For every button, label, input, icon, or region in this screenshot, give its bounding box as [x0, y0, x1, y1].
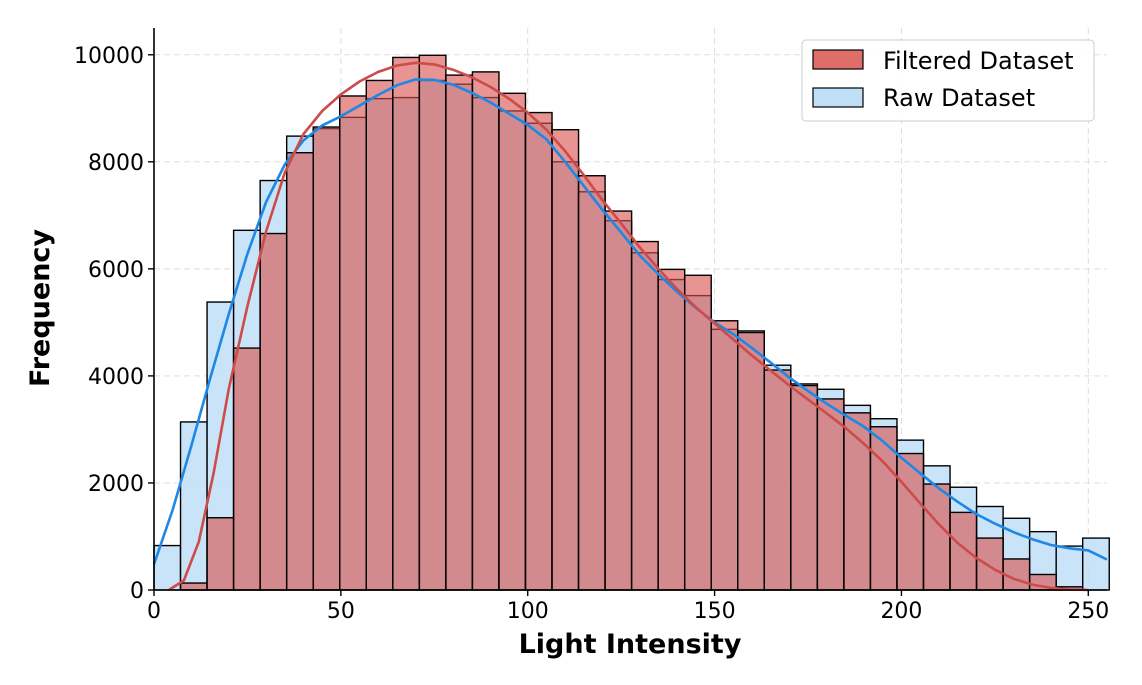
filtered-bar — [922, 483, 951, 591]
filtered-bar — [392, 56, 421, 591]
legend-swatch-filtered — [812, 49, 864, 70]
raw-bar — [1055, 545, 1084, 591]
filtered-bar — [524, 111, 553, 591]
raw-bar — [179, 421, 208, 591]
filtered-bar — [683, 274, 712, 591]
filtered-bar — [418, 54, 447, 591]
y-tick-label: 0 — [130, 579, 144, 604]
legend: Filtered Dataset Raw Dataset — [801, 39, 1095, 122]
filtered-bar — [259, 232, 288, 591]
x-tick-label: 250 — [1067, 599, 1109, 624]
filtered-kde-line — [168, 61, 1089, 592]
filtered-bar — [630, 240, 659, 591]
x-tick-label: 0 — [147, 599, 161, 624]
filtered-bar — [498, 92, 527, 591]
filtered-bar — [285, 152, 314, 591]
y-tick-label: 2000 — [88, 472, 144, 497]
x-tick-label: 200 — [880, 599, 922, 624]
x-tick-label: 150 — [694, 599, 736, 624]
y-tick-label: 6000 — [88, 258, 144, 283]
y-tick-label: 4000 — [88, 365, 144, 390]
filtered-bar — [365, 79, 394, 591]
filtered-bar — [445, 74, 474, 591]
y-tick-label: 10000 — [74, 44, 144, 69]
tick-labels: 0 50 100 150 200 250 0 2000 4000 6000 8000 10000 — [74, 44, 1109, 624]
filtered-bar — [551, 128, 580, 591]
filtered-bar — [232, 347, 261, 591]
raw-kde-line — [152, 78, 1108, 565]
filtered-bar — [339, 95, 367, 591]
y-axis-label: Frequency — [25, 229, 56, 387]
x-tick-label: 100 — [507, 599, 549, 624]
filtered-bar — [604, 210, 633, 591]
legend-swatch-raw — [812, 87, 864, 108]
kde-curves — [152, 61, 1108, 592]
filtered-bar — [949, 511, 978, 591]
filtered-bar — [790, 384, 819, 591]
filtered-bar — [312, 126, 341, 591]
filtered-bar — [179, 582, 208, 591]
filtered-dataset-bars — [179, 54, 1084, 591]
x-tick-label: 50 — [327, 599, 355, 624]
legend-label-raw: Raw Dataset — [883, 84, 1035, 112]
filtered-bar — [710, 320, 739, 591]
filtered-bar — [206, 517, 235, 591]
y-tick-label: 8000 — [88, 151, 144, 176]
legend-box — [801, 39, 1095, 122]
filtered-bar — [816, 398, 845, 591]
axes — [153, 28, 1107, 591]
raw-bar — [1082, 537, 1110, 591]
filtered-bar — [763, 369, 792, 591]
filtered-bar — [975, 537, 1004, 591]
filtered-bar — [657, 268, 686, 591]
x-axis-label: Light Intensity — [519, 629, 742, 660]
filtered-bar — [843, 412, 872, 591]
filtered-bar — [577, 175, 606, 591]
legend-label-filtered: Filtered Dataset — [883, 47, 1074, 75]
filtered-bar — [737, 331, 765, 591]
filtered-bar — [471, 71, 500, 591]
